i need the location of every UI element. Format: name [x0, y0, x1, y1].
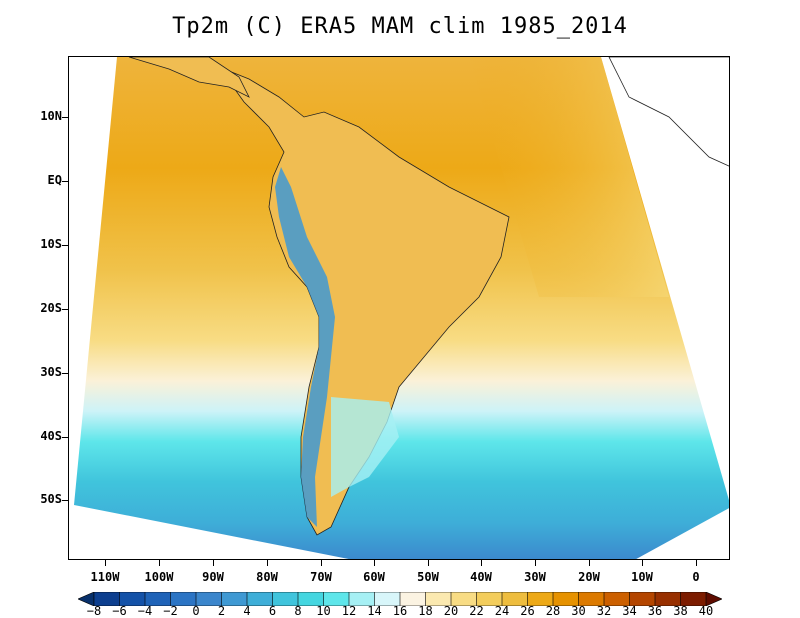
colorbar-label: 18	[418, 604, 433, 618]
colorbar-label: 14	[367, 604, 382, 618]
colorbar-label: −6	[112, 604, 127, 618]
map-frame	[68, 56, 730, 560]
lat-tick	[62, 437, 68, 438]
lon-tick	[213, 560, 214, 566]
lon-tick	[321, 560, 322, 566]
lat-tick	[62, 309, 68, 310]
lat-label: 40S	[40, 429, 62, 443]
lat-label: 30S	[40, 365, 62, 379]
lon-label: 90W	[202, 570, 224, 584]
lon-tick	[481, 560, 482, 566]
colorbar-label: 20	[443, 604, 459, 618]
lon-tick	[267, 560, 268, 566]
lat-label: EQ	[47, 173, 62, 187]
lon-label: 20W	[578, 570, 600, 584]
lon-tick	[105, 560, 106, 566]
colorbar-label: 32	[596, 604, 612, 618]
south-america-land	[217, 66, 510, 536]
africa-land	[608, 57, 729, 167]
warm-band	[469, 57, 669, 297]
colorbar-label: 6	[268, 604, 277, 618]
temperature-map	[74, 57, 729, 559]
lat-tick	[62, 373, 68, 374]
colorbar-label: 12	[341, 604, 357, 618]
colorbar-label: 2	[217, 604, 226, 618]
lon-tick	[535, 560, 536, 566]
lat-label: 10N	[40, 109, 62, 123]
lon-label: 100W	[144, 570, 174, 584]
lon-tick	[428, 560, 429, 566]
lon-label: 30W	[524, 570, 546, 584]
colorbar-label: 38	[673, 604, 688, 618]
colorbar-label: 4	[243, 604, 251, 618]
lat-label: 20S	[40, 301, 62, 315]
colorbar-label: 8	[294, 604, 302, 618]
lon-tick	[642, 560, 643, 566]
central-america-land	[128, 57, 250, 98]
colorbar-label: 28	[545, 604, 561, 618]
lon-label: 70W	[310, 570, 332, 584]
lat-label: 50S	[40, 492, 62, 506]
lon-tick	[589, 560, 590, 566]
patagonia-cool	[331, 397, 399, 497]
colorbar-swatch	[705, 591, 723, 607]
lat-label: 10S	[40, 237, 62, 251]
lat-tick	[62, 245, 68, 246]
lat-tick	[62, 117, 68, 118]
colorbar-label: 30	[571, 604, 586, 618]
colorbar-label: 22	[469, 604, 484, 618]
colorbar	[77, 591, 723, 607]
andes-cold-band	[275, 167, 335, 527]
colorbar-label: −8	[86, 604, 102, 618]
colorbar-label: 40	[698, 604, 714, 618]
colorbar-label: 10	[316, 604, 331, 618]
colorbar-label: 0	[192, 604, 200, 618]
lon-tick	[159, 560, 160, 566]
colorbar-label: 24	[494, 604, 510, 618]
colorbar-label: 36	[647, 604, 663, 618]
lon-label: 50W	[417, 570, 439, 584]
lat-tick	[62, 181, 68, 182]
lon-label: 10W	[631, 570, 653, 584]
lon-label: 80W	[256, 570, 278, 584]
lat-tick	[62, 500, 68, 501]
colorbar-swatches	[77, 591, 723, 607]
colorbar-label: 34	[622, 604, 637, 618]
lon-label: 110W	[90, 570, 120, 584]
lon-label: 0	[692, 570, 700, 584]
colorbar-label: 16	[392, 604, 408, 618]
colorbar-label: −2	[163, 604, 178, 618]
lon-tick	[696, 560, 697, 566]
colorbar-label: −4	[137, 604, 153, 618]
map-title: Tp2m (C) ERA5 MAM clim 1985_2014	[172, 14, 628, 39]
lon-tick	[374, 560, 375, 566]
colorbar-label: 26	[520, 604, 535, 618]
lon-label: 40W	[470, 570, 492, 584]
lon-label: 60W	[363, 570, 385, 584]
